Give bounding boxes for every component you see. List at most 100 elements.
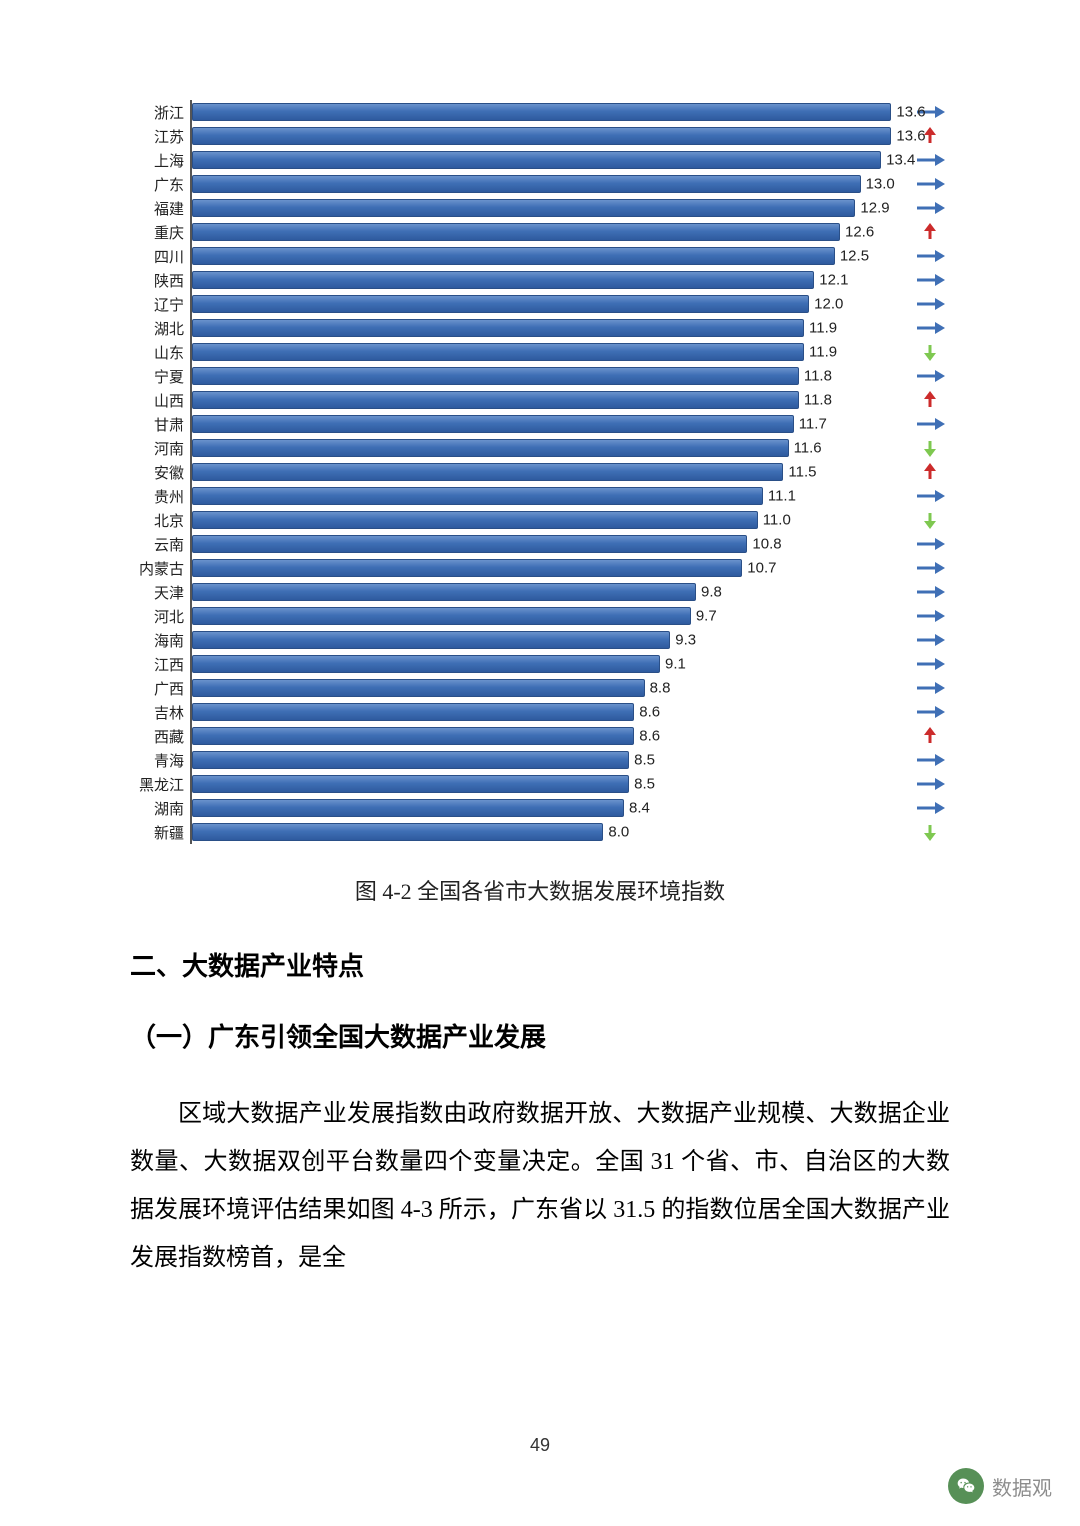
- chart-row: 河北 9.7: [130, 604, 950, 628]
- bar-value: 8.6: [639, 704, 660, 721]
- chart-row: 上海13.4: [130, 148, 950, 172]
- chart-row: 陕西 12.1: [130, 268, 950, 292]
- bar-value: 9.7: [696, 608, 717, 625]
- trend-flat-icon: [910, 271, 950, 289]
- chart-row: 重庆12.6: [130, 220, 950, 244]
- bar: 11.6: [192, 439, 789, 457]
- bar-label: 湖北: [130, 318, 190, 339]
- chart-row: 山西 11.8: [130, 388, 950, 412]
- chart-row: 青海8.5: [130, 748, 950, 772]
- bar-value: 11.0: [763, 512, 791, 529]
- bar-label: 江苏: [130, 126, 190, 147]
- trend-up-icon: [910, 223, 950, 241]
- bar: 12.0: [192, 295, 809, 313]
- bar-label: 甘肃: [130, 414, 190, 435]
- trend-flat-icon: [910, 487, 950, 505]
- bar-label: 四川: [130, 246, 190, 267]
- trend-flat-icon: [910, 535, 950, 553]
- bar-track: 8.6: [190, 724, 910, 748]
- page-number: 49: [0, 1435, 1080, 1456]
- chart-row: 江苏 13.6: [130, 124, 950, 148]
- bar-value: 12.9: [860, 200, 889, 217]
- trend-flat-icon: [910, 199, 950, 217]
- chart-row: 内蒙古10.7: [130, 556, 950, 580]
- bar: 12.9: [192, 199, 855, 217]
- chart-row: 湖南8.4: [130, 796, 950, 820]
- trend-down-icon: [910, 823, 950, 841]
- bar-track: 11.6: [190, 436, 910, 460]
- chart-row: 新疆8.0: [130, 820, 950, 844]
- trend-flat-icon: [910, 631, 950, 649]
- bar-label: 河北: [130, 606, 190, 627]
- bar-label: 陕西: [130, 270, 190, 291]
- bar-track: 8.6: [190, 700, 910, 724]
- bar-label: 北京: [130, 510, 190, 531]
- chart-caption: 图 4-2 全国各省市大数据发展环境指数: [130, 874, 950, 906]
- bar-value: 9.8: [701, 584, 722, 601]
- bar-value: 12.1: [819, 272, 848, 289]
- bar: 11.7: [192, 415, 794, 433]
- trend-flat-icon: [910, 247, 950, 265]
- chart-row: 黑龙江8.5: [130, 772, 950, 796]
- chart-row: 广东13.0: [130, 172, 950, 196]
- chart-row: 福建12.9: [130, 196, 950, 220]
- body-paragraph: 区域大数据产业发展指数由政府数据开放、大数据产业规模、大数据企业数量、大数据双创…: [130, 1090, 950, 1282]
- bar-value: 11.7: [799, 416, 827, 433]
- chart-row: 辽宁12.0: [130, 292, 950, 316]
- bar: 11.9: [192, 343, 804, 361]
- bar: 11.9: [192, 319, 804, 337]
- bar-value: 13.6: [896, 104, 925, 121]
- trend-up-icon: [910, 463, 950, 481]
- bar-value: 11.9: [809, 320, 837, 337]
- bar-value: 13.6: [896, 128, 925, 145]
- bar: 11.1: [192, 487, 763, 505]
- chart-row: 宁夏11.8: [130, 364, 950, 388]
- trend-up-icon: [910, 391, 950, 409]
- bar-label: 辽宁: [130, 294, 190, 315]
- bar-track: 8.4: [190, 796, 910, 820]
- trend-down-icon: [910, 439, 950, 457]
- bar-label: 山西: [130, 390, 190, 411]
- chart-row: 广西8.8: [130, 676, 950, 700]
- bar-value: 12.6: [845, 224, 874, 241]
- bar-chart: 浙江13.6江苏13.6上海13.4广东13.0福建12.9重庆12.6四川12…: [130, 100, 950, 844]
- trend-down-icon: [910, 511, 950, 529]
- bar-value: 11.8: [804, 392, 832, 409]
- bar: 13.0: [192, 175, 861, 193]
- chart-row: 湖北11.9: [130, 316, 950, 340]
- bar-label: 山东: [130, 342, 190, 363]
- chart-row: 安徽11.5: [130, 460, 950, 484]
- bar-label: 广西: [130, 678, 190, 699]
- bar-value: 11.8: [804, 368, 832, 385]
- trend-flat-icon: [910, 151, 950, 169]
- chart-row: 吉林8.6: [130, 700, 950, 724]
- bar-track: 11.5: [190, 460, 910, 484]
- bar: 11.5: [192, 463, 783, 481]
- watermark: 数据观: [948, 1468, 1052, 1504]
- bar: 8.5: [192, 751, 629, 769]
- bar-value: 8.4: [629, 800, 650, 817]
- bar-value: 9.3: [675, 632, 696, 649]
- bar-label: 福建: [130, 198, 190, 219]
- bar: 12.6: [192, 223, 840, 241]
- chart-row: 江西9.1: [130, 652, 950, 676]
- bar-label: 云南: [130, 534, 190, 555]
- bar-track: 11.8: [190, 364, 910, 388]
- trend-flat-icon: [910, 751, 950, 769]
- bar-value: 9.1: [665, 656, 686, 673]
- bar-value: 12.0: [814, 296, 843, 313]
- bar-track: 12.0: [190, 292, 910, 316]
- bar-track: 10.8: [190, 532, 910, 556]
- bar-value: 8.0: [608, 824, 629, 841]
- chart-row: 天津9.8: [130, 580, 950, 604]
- bar: 9.3: [192, 631, 670, 649]
- bar: 8.6: [192, 703, 634, 721]
- bar-value: 10.8: [752, 536, 781, 553]
- bar: 11.8: [192, 367, 799, 385]
- bar: 8.8: [192, 679, 645, 697]
- subsection-heading: （一）广东引领全国大数据产业发展: [130, 1017, 950, 1054]
- bar-track: 13.0: [190, 172, 910, 196]
- bar-value: 8.8: [650, 680, 671, 697]
- bar: 9.1: [192, 655, 660, 673]
- chart-row: 浙江13.6: [130, 100, 950, 124]
